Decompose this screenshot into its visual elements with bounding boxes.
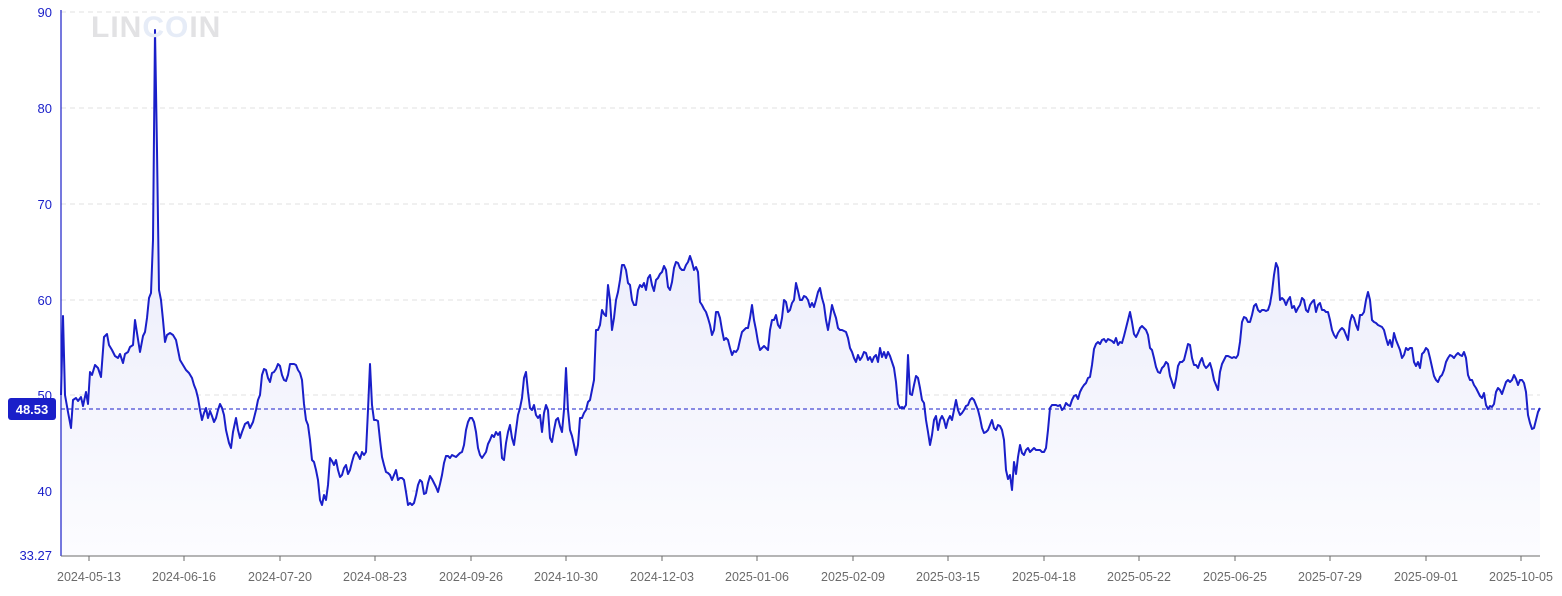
watermark-text: LIN (91, 11, 143, 44)
x-tick-label: 2025-05-22 (1107, 570, 1171, 584)
x-tick-label: 2024-09-26 (439, 570, 503, 584)
x-tick-label: 2025-09-01 (1394, 570, 1458, 584)
series-line[interactable] (60, 29, 1541, 506)
y-tick-label: 60 (38, 293, 52, 308)
x-axis-labels: 2024-05-13 2024-06-16 2024-07-20 2024-08-23… (57, 556, 1553, 584)
y-tick-label: 40 (38, 484, 52, 499)
x-tick-label: 2025-03-15 (916, 570, 980, 584)
x-tick-label: 2025-01-06 (725, 570, 789, 584)
x-tick-label: 2024-07-20 (248, 570, 312, 584)
current-value-badge: 48.53 (8, 398, 56, 420)
x-tick-label: 2025-10-05 (1489, 570, 1553, 584)
y-tick-label: 80 (38, 101, 52, 116)
x-tick-label: 2024-05-13 (57, 570, 121, 584)
area-fill (61, 30, 1540, 556)
x-tick-label: 2024-10-30 (534, 570, 598, 584)
x-tick-label: 2025-07-29 (1298, 570, 1362, 584)
watermark-coin-icon: CO (142, 11, 190, 44)
watermark-text-end: IN (189, 11, 222, 44)
x-tick-label: 2024-06-16 (152, 570, 216, 584)
y-tick-label: 90 (38, 5, 52, 20)
lincoin-watermark-logo: LINCOIN (91, 11, 221, 45)
x-tick-label: 2024-12-03 (630, 570, 694, 584)
x-tick-label: 2025-04-18 (1012, 570, 1076, 584)
x-tick-label: 2025-06-25 (1203, 570, 1267, 584)
y-tick-label: 70 (38, 197, 52, 212)
y-min-label: 33.27 (19, 548, 52, 563)
x-tick-label: 2025-02-09 (821, 570, 885, 584)
x-tick-label: 2024-08-23 (343, 570, 407, 584)
